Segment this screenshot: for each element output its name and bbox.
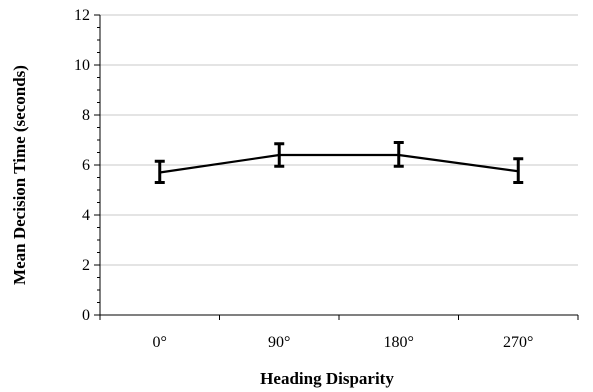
x-tick-label: 180°: [384, 334, 414, 351]
y-tick-label: 0: [82, 307, 90, 324]
series-layer: [154, 141, 524, 184]
y-tick-label: 4: [82, 207, 90, 224]
y-tick-label: 8: [82, 107, 90, 124]
series-line: [159, 153, 519, 174]
y-ticks: 0 2 4 6 8 10 12: [74, 7, 100, 324]
x-tick-label: 90°: [268, 334, 290, 351]
y-tick-label: 12: [74, 7, 90, 24]
x-ticks: 0° 90° 180° 270°: [99, 315, 579, 351]
y-axis-title: Mean Decision Time (seconds): [10, 65, 29, 285]
y-tick-label: 2: [82, 257, 90, 274]
y-tick-label: 6: [82, 157, 90, 174]
x-axis-title: Heading Disparity: [260, 369, 394, 388]
x-tick-label: 0°: [153, 334, 167, 351]
error-bar: [393, 141, 404, 168]
error-bar: [154, 159, 165, 184]
y-tick-label: 10: [74, 57, 90, 74]
error-bar: [513, 157, 524, 184]
error-bar: [274, 142, 285, 168]
x-tick-label: 270°: [503, 334, 533, 351]
gridlines: [100, 14, 578, 266]
